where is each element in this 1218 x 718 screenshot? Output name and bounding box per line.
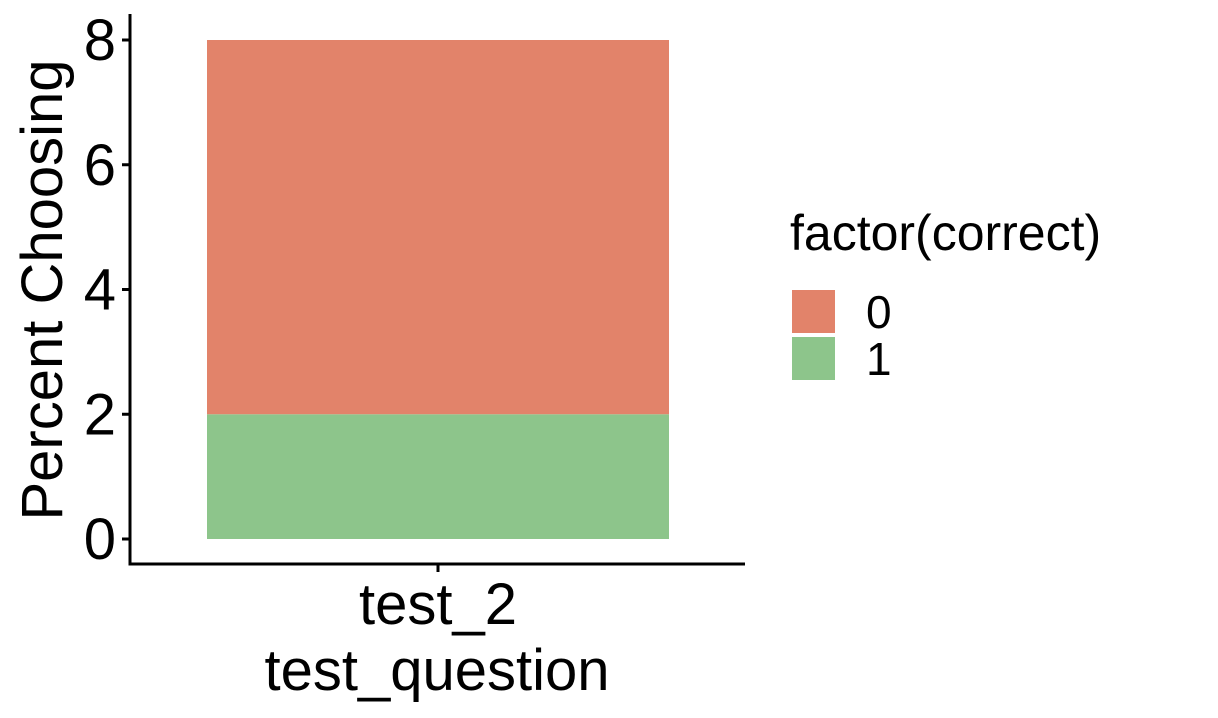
bar-test_2-series-1 bbox=[207, 414, 669, 539]
plot-area: 0 2 4 6 8 test_2 bbox=[84, 8, 745, 637]
x-tick-label: test_2 bbox=[359, 572, 517, 637]
legend-label-1: 1 bbox=[866, 333, 892, 385]
bar-test_2-series-0 bbox=[207, 40, 669, 415]
bar-stack bbox=[207, 40, 669, 539]
x-axis-title: test_question bbox=[264, 638, 609, 703]
y-tick-label: 2 bbox=[84, 382, 116, 447]
legend-items: 01 bbox=[792, 286, 892, 385]
legend-title: factor(correct) bbox=[790, 205, 1101, 261]
y-axis-title: Percent Choosing bbox=[10, 59, 75, 520]
legend: factor(correct) 01 bbox=[790, 205, 1101, 385]
legend-label-0: 0 bbox=[866, 286, 892, 338]
legend-key-1 bbox=[792, 337, 835, 380]
y-tick-label: 0 bbox=[84, 507, 116, 572]
y-tick-label: 4 bbox=[84, 258, 116, 323]
y-tick-label: 8 bbox=[84, 8, 116, 73]
y-tick-label: 6 bbox=[84, 133, 116, 198]
x-axis-ticks: test_2 bbox=[359, 564, 517, 637]
legend-key-0 bbox=[792, 290, 835, 333]
y-axis-ticks: 0 2 4 6 8 bbox=[84, 8, 130, 572]
